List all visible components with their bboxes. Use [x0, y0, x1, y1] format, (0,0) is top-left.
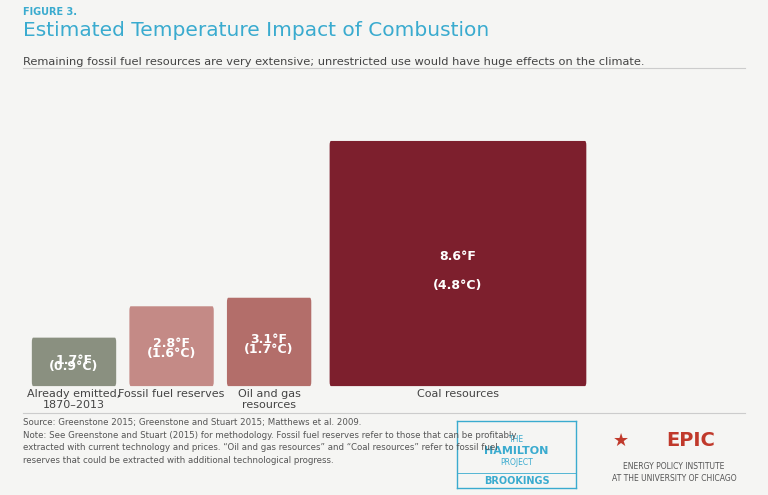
Text: Oil and gas
resources: Oil and gas resources: [237, 389, 300, 410]
FancyBboxPatch shape: [227, 297, 311, 386]
Text: FIGURE 3.: FIGURE 3.: [23, 7, 77, 17]
Text: Remaining fossil fuel resources are very extensive; unrestricted use would have : Remaining fossil fuel resources are very…: [23, 57, 644, 67]
Text: Coal resources: Coal resources: [417, 389, 499, 398]
Text: Source: Greenstone 2015; Greenstone and Stuart 2015; Matthews et al. 2009.
Note:: Source: Greenstone 2015; Greenstone and …: [23, 418, 517, 465]
Text: Already emitted,
1870–2013: Already emitted, 1870–2013: [28, 389, 121, 410]
Text: (0.9°C): (0.9°C): [49, 360, 99, 373]
Text: ENERGY POLICY INSTITUTE: ENERGY POLICY INSTITUTE: [624, 462, 724, 471]
Text: (1.6°C): (1.6°C): [147, 347, 197, 360]
Text: 3.1°F: 3.1°F: [250, 333, 287, 346]
Text: BROOKINGS: BROOKINGS: [484, 476, 549, 486]
Text: 2.8°F: 2.8°F: [153, 337, 190, 350]
Text: Estimated Temperature Impact of Combustion: Estimated Temperature Impact of Combusti…: [23, 21, 489, 40]
FancyBboxPatch shape: [129, 306, 214, 386]
Text: (1.7°C): (1.7°C): [244, 344, 294, 356]
Text: Fossil fuel reserves: Fossil fuel reserves: [118, 389, 225, 398]
Text: ★: ★: [613, 432, 629, 450]
Text: THE: THE: [509, 435, 524, 444]
Text: 1.7°F: 1.7°F: [55, 354, 93, 367]
FancyBboxPatch shape: [31, 338, 116, 386]
FancyBboxPatch shape: [329, 141, 586, 386]
Text: (4.8°C): (4.8°C): [433, 279, 482, 292]
Text: 8.6°F: 8.6°F: [439, 249, 476, 263]
Text: AT THE UNIVERSITY OF CHICAGO: AT THE UNIVERSITY OF CHICAGO: [611, 474, 737, 484]
Text: EPIC: EPIC: [666, 431, 715, 450]
Text: PROJECT: PROJECT: [500, 458, 533, 467]
Text: HAMILTON: HAMILTON: [485, 446, 548, 456]
